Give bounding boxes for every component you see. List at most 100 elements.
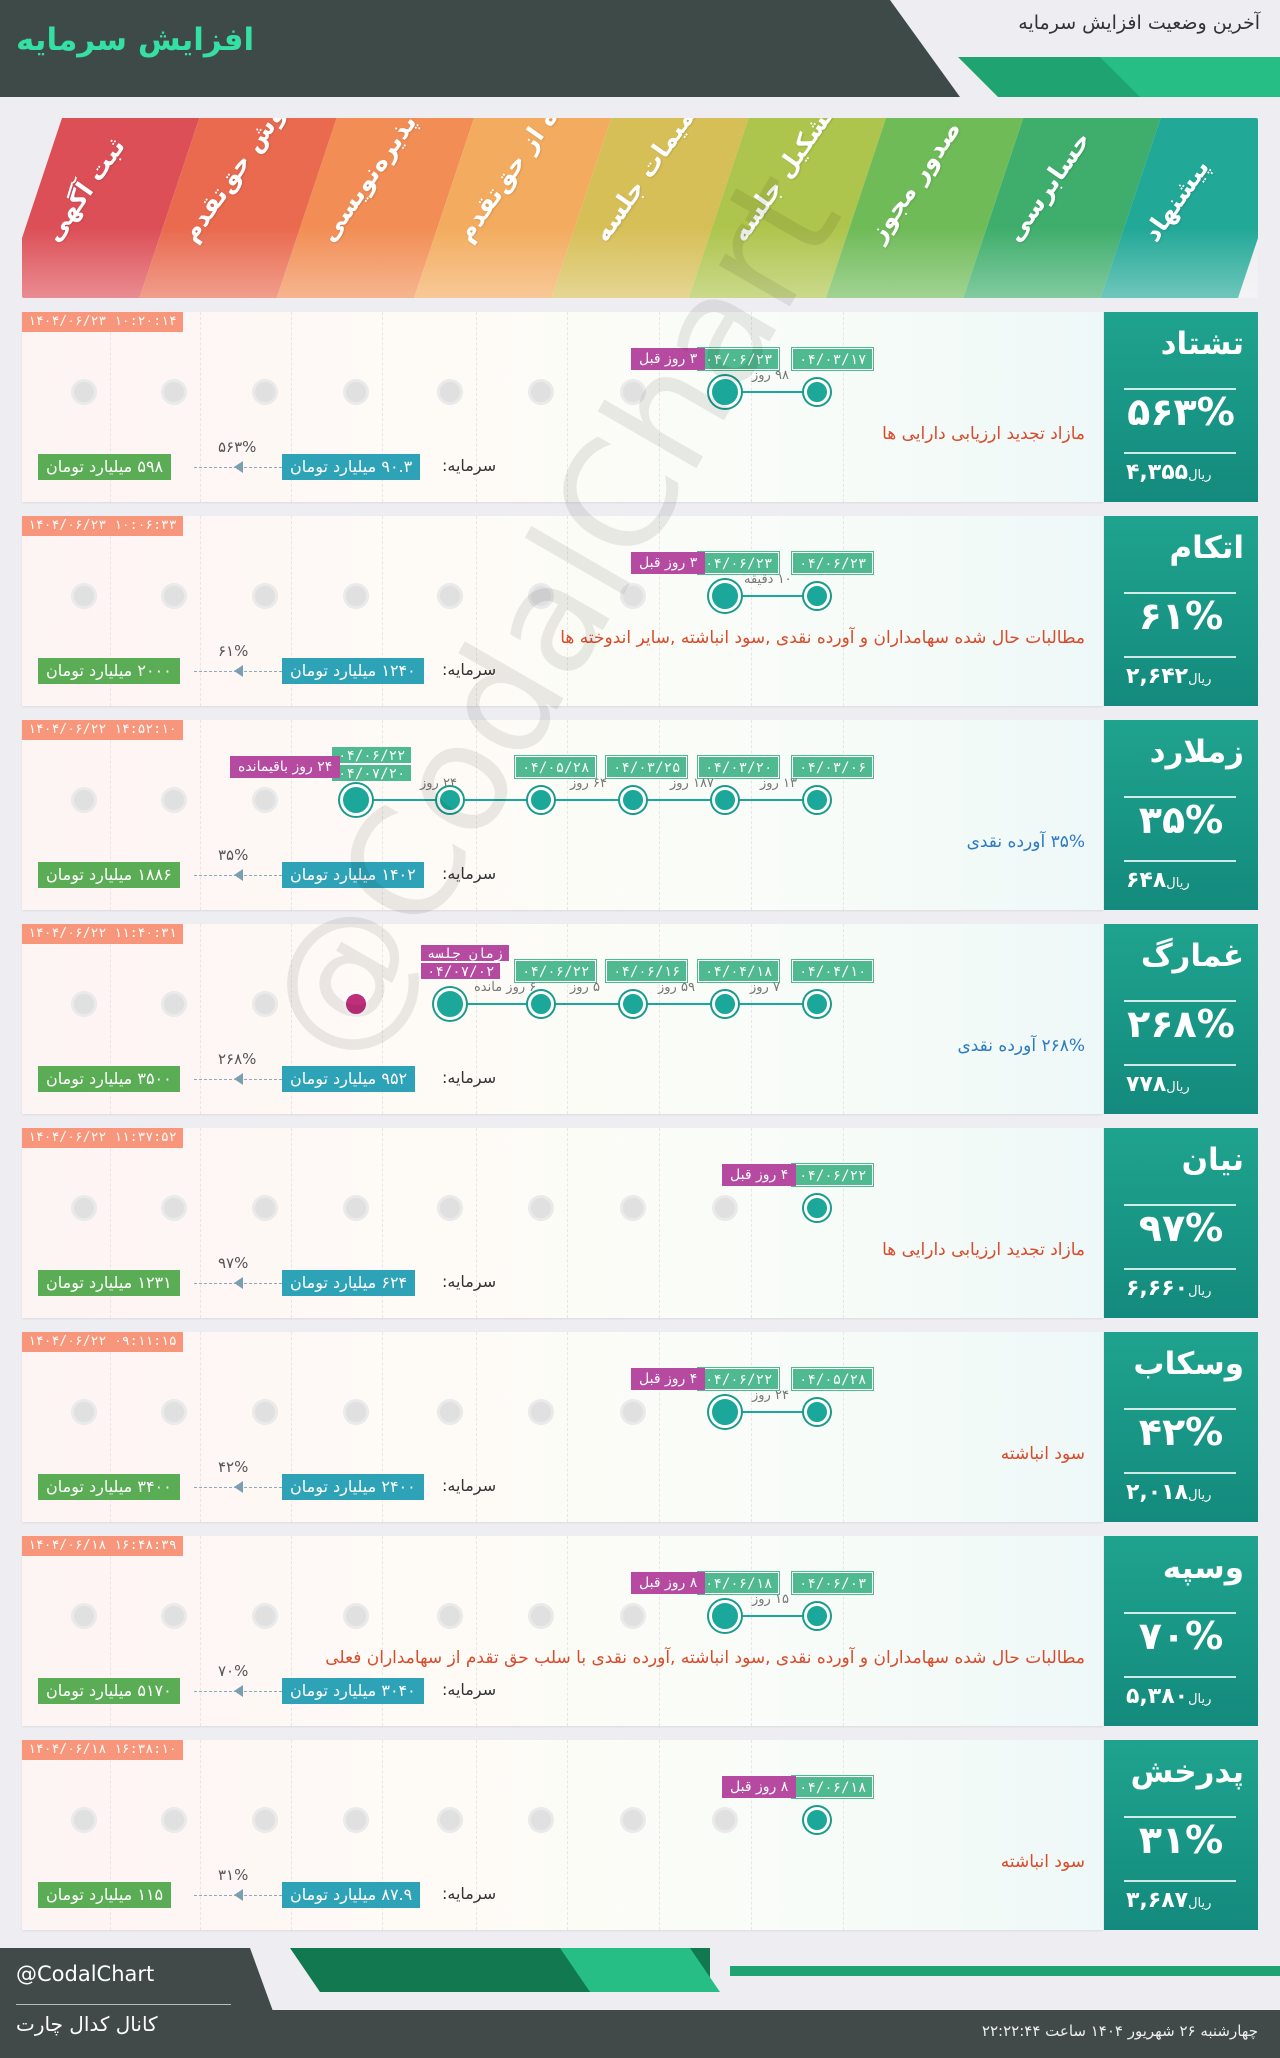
symbol-name[interactable]: نیان [1181,1142,1244,1178]
stage-node[interactable] [528,1399,554,1425]
capital-increase-row[interactable]: ۱۴۰۴/۰۶/۱۸ ۱۶:۳۸:۱۰ ۰۴/۰۶/۱۸ ۸ روز قبل سود … [22,1740,1258,1930]
stage-node[interactable] [161,583,187,609]
capital-increase-row[interactable]: ۱۴۰۴/۰۶/۲۳ ۱۰:۰۶:۳۳ ۰۴/۰۶/۲۳ ۰۴/۰۶/۲۳ ۳ روز… [22,516,1258,706]
stage-node[interactable] [804,991,830,1017]
symbol-panel[interactable]: پدرخش ۳۱% ریال۳,۶۸۷ [1104,1740,1258,1930]
stage-node[interactable] [437,583,463,609]
symbol-name[interactable]: غمارگ [1140,938,1244,974]
stage-node[interactable] [528,991,554,1017]
capital-increase-row[interactable]: ۱۴۰۴/۰۶/۲۲ ۱۱:۳۷:۵۲ ۰۴/۰۶/۲۲ ۴ روز قبل مازا… [22,1128,1258,1318]
capital-increase-row[interactable]: ۱۴۰۴/۰۶/۱۸ ۱۶:۴۸:۳۹ ۰۴/۰۶/۰۳ ۰۴/۰۶/۱۸ ۸ روز… [22,1536,1258,1726]
stage-node[interactable] [71,1603,97,1629]
stage-node[interactable] [709,580,741,612]
stage-node[interactable] [343,583,369,609]
stage-node[interactable] [437,1195,463,1221]
stage-node[interactable] [528,1603,554,1629]
stage-node[interactable] [71,379,97,405]
stage-node[interactable] [620,991,646,1017]
stage-node[interactable] [252,583,278,609]
stage-node[interactable] [712,787,738,813]
stage-node[interactable] [252,1399,278,1425]
grid-line [476,1740,477,1930]
stage-node[interactable] [343,1603,369,1629]
stage-node[interactable] [161,379,187,405]
footer-handle[interactable]: @CodalChart [16,1962,155,1986]
stage-node[interactable] [71,1807,97,1833]
grid-line [110,1128,111,1318]
stage-node[interactable] [71,787,97,813]
stage-node[interactable] [804,1603,830,1629]
stage-node[interactable] [804,1195,830,1221]
stage-node[interactable] [437,1603,463,1629]
stage-node[interactable] [340,784,372,816]
symbol-panel[interactable]: اتکام ۶۱% ریال۲,۶۴۲ [1104,516,1258,706]
stage-node[interactable] [528,787,554,813]
symbol-panel[interactable]: غمارگ ۲۶۸% ریال۷۷۸ [1104,924,1258,1114]
stage-node[interactable] [161,1195,187,1221]
symbol-name[interactable]: تشتاد [1160,326,1244,362]
symbol-name[interactable]: زملارد [1149,734,1244,770]
stage-node[interactable] [252,787,278,813]
stage-node[interactable] [343,991,369,1017]
symbol-name[interactable]: پدرخش [1130,1754,1244,1790]
stage-node[interactable] [252,1195,278,1221]
capital-increase-row[interactable]: ۱۴۰۴/۰۶/۲۲ ۰۹:۱۱:۱۵ ۰۴/۰۵/۲۸ ۰۴/۰۶/۲۲ ۴ روز… [22,1332,1258,1522]
stage-node[interactable] [252,1807,278,1833]
stage-node[interactable] [252,1603,278,1629]
stage-node[interactable] [437,1807,463,1833]
stage-node[interactable] [437,1399,463,1425]
symbol-name[interactable]: وسپه [1162,1550,1244,1586]
stage-node[interactable] [712,1195,738,1221]
stage-node[interactable] [71,1399,97,1425]
stage-node[interactable] [620,1195,646,1221]
stage-node[interactable] [343,379,369,405]
stage-node[interactable] [620,787,646,813]
stage-node[interactable] [620,379,646,405]
stage-node[interactable] [620,583,646,609]
stage-node[interactable] [528,1195,554,1221]
symbol-name[interactable]: وسکاب [1133,1346,1244,1382]
stage-node[interactable] [709,1396,741,1428]
stage-node[interactable] [343,1195,369,1221]
stage-node[interactable] [71,583,97,609]
stage-node[interactable] [252,991,278,1017]
capital-increase-row[interactable]: ۱۴۰۴/۰۶/۲۲ ۱۱:۴۰:۳۱ ۰۴/۰۴/۱۰ ۰۴/۰۴/۱۸ ۰۴/۰۶… [22,924,1258,1114]
stage-node[interactable] [252,379,278,405]
stage-node[interactable] [804,787,830,813]
stage-node[interactable] [161,787,187,813]
symbol-panel[interactable]: تشتاد ۵۶۳% ریال۴,۳۵۵ [1104,312,1258,502]
capital-increase-row[interactable]: ۱۴۰۴/۰۶/۲۲ ۱۴:۵۲:۱۰ ۰۴/۰۳/۰۶ ۰۴/۰۳/۲۰ ۰۴/۰۳… [22,720,1258,910]
stage-node[interactable] [528,583,554,609]
stage-node[interactable] [620,1807,646,1833]
stage-node[interactable] [343,1807,369,1833]
stage-node[interactable] [161,991,187,1017]
stage-node[interactable] [712,991,738,1017]
symbol-panel[interactable]: نیان ۹۷% ریال۶,۶۶۰ [1104,1128,1258,1318]
stage-node[interactable] [437,379,463,405]
stage-node[interactable] [804,379,830,405]
stage-node[interactable] [709,1600,741,1632]
stage-node[interactable] [528,379,554,405]
symbol-name[interactable]: اتکام [1169,530,1244,566]
stage-node[interactable] [804,1399,830,1425]
symbol-panel[interactable]: وسپه ۷۰% ریال۵,۳۸۰ [1104,1536,1258,1726]
stage-node[interactable] [71,991,97,1017]
stage-node[interactable] [161,1807,187,1833]
stage-node[interactable] [528,1807,554,1833]
stage-node[interactable] [343,1399,369,1425]
symbol-panel[interactable]: وسکاب ۴۲% ریال۲,۰۱۸ [1104,1332,1258,1522]
stage-node[interactable] [620,1603,646,1629]
stage-node[interactable] [709,376,741,408]
stage-node[interactable] [161,1603,187,1629]
stage-node[interactable] [804,1807,830,1833]
stage-node[interactable] [161,1399,187,1425]
stage-node[interactable] [712,1807,738,1833]
stage-node[interactable] [71,1195,97,1221]
symbol-panel[interactable]: زملارد ۳۵% ریال۶۴۸ [1104,720,1258,910]
row-timeline: ۱۴۰۴/۰۶/۲۳ ۱۰:۰۶:۳۳ ۰۴/۰۶/۲۳ ۰۴/۰۶/۲۳ ۳ روز… [22,516,1103,706]
stage-node[interactable] [434,988,466,1020]
capital-increase-row[interactable]: ۱۴۰۴/۰۶/۲۳ ۱۰:۲۰:۱۴ ۰۴/۰۳/۱۷ ۰۴/۰۶/۲۳ ۳ روز… [22,312,1258,502]
stage-node[interactable] [804,583,830,609]
stage-node[interactable] [620,1399,646,1425]
stage-node[interactable] [437,787,463,813]
